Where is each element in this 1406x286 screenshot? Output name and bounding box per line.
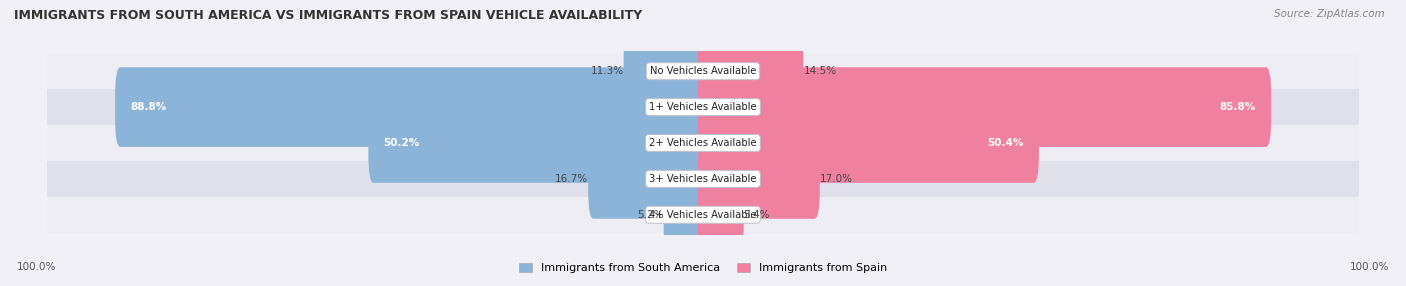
Text: No Vehicles Available: No Vehicles Available [650,66,756,76]
Text: Source: ZipAtlas.com: Source: ZipAtlas.com [1274,9,1385,19]
Text: 85.8%: 85.8% [1220,102,1256,112]
Bar [46,161,1360,197]
FancyBboxPatch shape [697,67,1271,147]
Bar [46,125,1360,161]
Text: 14.5%: 14.5% [803,66,837,76]
Text: 1+ Vehicles Available: 1+ Vehicles Available [650,102,756,112]
Bar [46,53,1360,89]
Text: 100.0%: 100.0% [17,262,56,272]
FancyBboxPatch shape [624,31,709,111]
Text: 50.4%: 50.4% [987,138,1024,148]
Text: 4+ Vehicles Available: 4+ Vehicles Available [650,210,756,220]
Text: 11.3%: 11.3% [591,66,624,76]
Text: 2+ Vehicles Available: 2+ Vehicles Available [650,138,756,148]
Text: 5.2%: 5.2% [637,210,664,220]
FancyBboxPatch shape [697,175,744,255]
FancyBboxPatch shape [115,67,709,147]
Text: 3+ Vehicles Available: 3+ Vehicles Available [650,174,756,184]
Bar [46,89,1360,125]
Legend: Immigrants from South America, Immigrants from Spain: Immigrants from South America, Immigrant… [515,258,891,278]
FancyBboxPatch shape [697,103,1039,183]
Text: 100.0%: 100.0% [1350,262,1389,272]
Text: 16.7%: 16.7% [555,174,588,184]
Text: 50.2%: 50.2% [384,138,420,148]
Text: 5.4%: 5.4% [744,210,770,220]
Text: 88.8%: 88.8% [131,102,166,112]
Bar [46,197,1360,233]
Text: 17.0%: 17.0% [820,174,853,184]
FancyBboxPatch shape [368,103,709,183]
FancyBboxPatch shape [664,175,709,255]
Text: IMMIGRANTS FROM SOUTH AMERICA VS IMMIGRANTS FROM SPAIN VEHICLE AVAILABILITY: IMMIGRANTS FROM SOUTH AMERICA VS IMMIGRA… [14,9,643,21]
FancyBboxPatch shape [697,139,820,219]
FancyBboxPatch shape [588,139,709,219]
FancyBboxPatch shape [697,31,803,111]
